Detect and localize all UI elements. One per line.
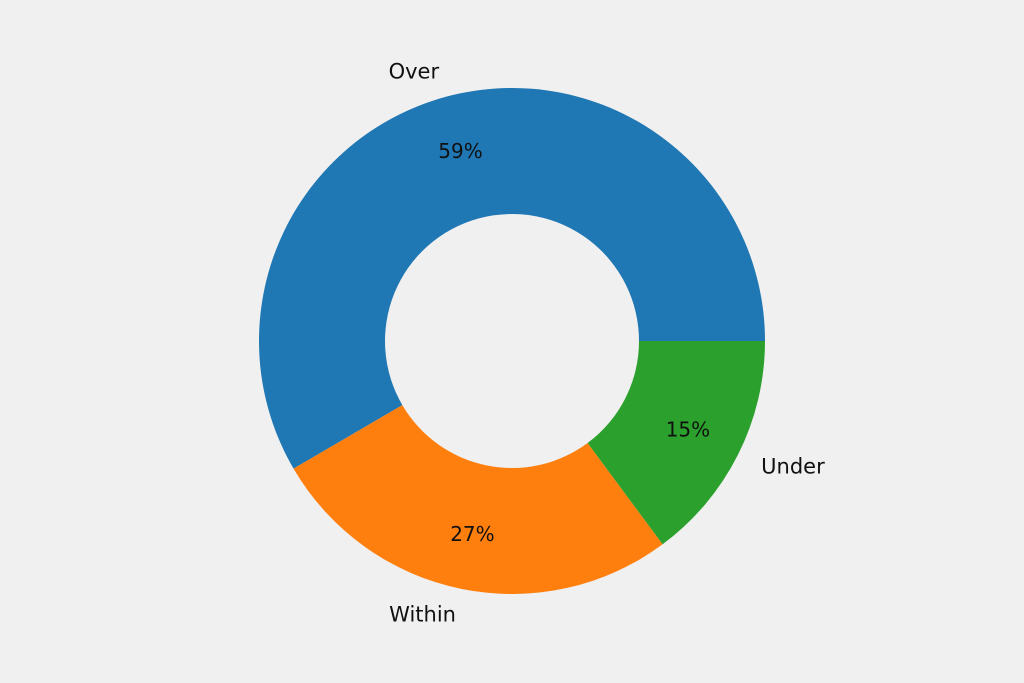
slice-under [587,341,765,545]
category-label-over: Over [389,60,440,84]
value-label-over: 59% [438,139,482,163]
value-label-under: 15% [666,418,710,442]
category-label-under: Under [761,455,825,479]
value-label-within: 27% [450,522,494,546]
donut-slices [259,88,765,594]
donut-labels: 59% Over 27% Within 15% Under [389,60,826,627]
slice-within [293,405,663,594]
slice-over [259,88,765,469]
category-label-within: Within [389,602,456,626]
